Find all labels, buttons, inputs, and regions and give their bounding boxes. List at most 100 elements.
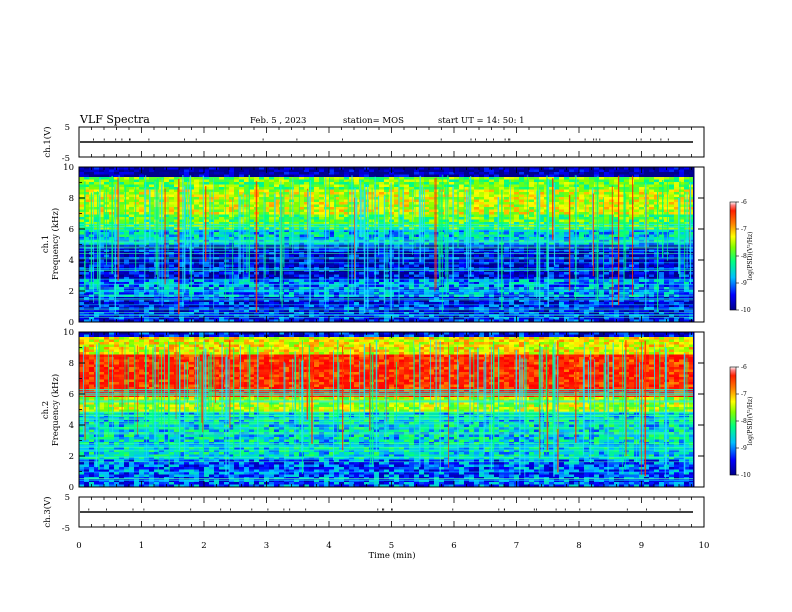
spectrogram-cell: [184, 182, 190, 185]
spectrogram-cell: [434, 172, 440, 175]
spectrogram-cell: [329, 259, 335, 263]
spectrogram-cell: [659, 207, 665, 210]
spectrogram-cell: [579, 189, 585, 193]
spectrogram-cell: [529, 197, 535, 200]
spectrogram-cell: [274, 197, 280, 200]
spectrogram-cell: [534, 184, 540, 188]
spectrogram-cell: [104, 174, 110, 178]
spectrogram-cell: [369, 259, 375, 263]
spectrogram-cell: [294, 232, 300, 235]
spectrogram-cell: [424, 182, 430, 185]
spectrogram-cell: [524, 187, 530, 190]
spectrogram-cell: [559, 212, 565, 215]
spectrogram-cell: [219, 167, 225, 170]
spectrogram-cell: [274, 174, 280, 178]
spectrogram-cell: [164, 214, 170, 218]
spectrogram-cell: [289, 222, 295, 225]
spectrogram-cell: [154, 167, 160, 170]
spectrogram-cell: [569, 222, 575, 225]
spectrogram-cell: [224, 264, 230, 268]
spectrogram-cell: [589, 224, 595, 228]
spectrogram-cell: [134, 174, 140, 178]
spectrogram-cell: [584, 227, 590, 230]
spectrogram-cell: [299, 214, 305, 218]
spectrogram-cell: [304, 242, 310, 245]
spectrogram-cell: [419, 247, 425, 250]
spectrogram-cell: [184, 219, 190, 223]
spectrogram-cell: [564, 212, 570, 215]
spectrogram-cell: [444, 217, 450, 220]
spectrogram-cell: [329, 197, 335, 200]
spectrogram-cell: [324, 182, 330, 185]
spectrogram-cell: [529, 217, 535, 220]
spectrogram-cell: [234, 234, 240, 238]
spectrogram-cell: [259, 232, 265, 235]
spectrogram-cell: [439, 177, 445, 180]
spectrogram-cell: [134, 262, 140, 265]
spectrogram-cell: [254, 177, 260, 180]
spectrogram-cell: [519, 244, 525, 248]
spectrogram-cell: [124, 194, 130, 198]
spectrogram-cell: [509, 169, 515, 173]
spectrogram-cell: [299, 259, 305, 263]
spectrogram-cell: [199, 204, 205, 208]
spectrogram-cell: [229, 187, 235, 190]
spectrogram-cell: [289, 204, 295, 208]
spectrogram-cell: [619, 212, 625, 215]
spectrogram-cell: [459, 177, 465, 180]
spectrogram-cell: [484, 264, 490, 268]
spectrogram-cell: [249, 242, 255, 245]
spectrogram-cell: [579, 214, 585, 218]
spectrogram-cell: [194, 214, 200, 218]
spectrogram-cell: [124, 177, 130, 180]
spectrogram-cell: [114, 222, 120, 225]
spectrogram-cell: [514, 229, 520, 233]
spectrogram-cell: [679, 247, 685, 250]
spectrogram-cell: [484, 212, 490, 215]
spectrogram-cell: [619, 202, 625, 205]
spectrogram-cell: [199, 172, 205, 175]
spectrogram-cell: [314, 184, 320, 188]
spectrogram-cell: [219, 202, 225, 205]
spectrogram-cell: [419, 182, 425, 185]
spectrogram-cell: [659, 204, 665, 208]
spectrogram-cell: [259, 214, 265, 218]
spectrogram-cell: [649, 174, 655, 178]
spectrogram-cell: [574, 217, 580, 220]
spectrogram-cell: [144, 189, 150, 193]
spectrogram-cell: [594, 187, 600, 190]
spectrogram-cell: [454, 189, 460, 193]
spectrogram-cell: [474, 219, 480, 223]
spectrogram-cell: [179, 244, 185, 248]
spectrogram-cell: [624, 204, 630, 208]
spectrogram-cell: [334, 204, 340, 208]
spectrogram-cell: [149, 219, 155, 223]
spectrogram-cell: [364, 172, 370, 175]
spectrogram-cell: [254, 167, 260, 170]
spectrogram-cell: [429, 224, 435, 228]
spectrogram-cell: [299, 244, 305, 248]
spectrogram-cell: [654, 214, 660, 218]
spectrogram-cell: [589, 174, 595, 178]
spectrogram-cell: [549, 172, 555, 175]
spectrogram-cell: [574, 209, 580, 213]
spectrogram-cell: [584, 187, 590, 190]
spectrogram-cell: [334, 169, 340, 173]
spectrogram-cell: [564, 174, 570, 178]
spectrogram-cell: [424, 204, 430, 208]
spectrogram-cell: [619, 227, 625, 230]
spectrogram-cell: [239, 224, 245, 228]
spectrogram-cell: [149, 199, 155, 203]
spectrogram-cell: [84, 207, 90, 210]
spectrogram-cell: [524, 219, 530, 223]
spectrogram-cell: [629, 204, 635, 208]
spectrogram-cell: [614, 222, 620, 225]
spectrogram-cell: [594, 179, 600, 183]
spectrogram-cell: [319, 182, 325, 185]
spectrogram-cell: [469, 234, 475, 238]
spectrogram-cell: [654, 207, 660, 210]
spectrogram-cell: [404, 242, 410, 245]
spectrogram-cell: [144, 204, 150, 208]
spectrogram-cell: [79, 234, 85, 238]
spectrogram-cell: [164, 242, 170, 245]
